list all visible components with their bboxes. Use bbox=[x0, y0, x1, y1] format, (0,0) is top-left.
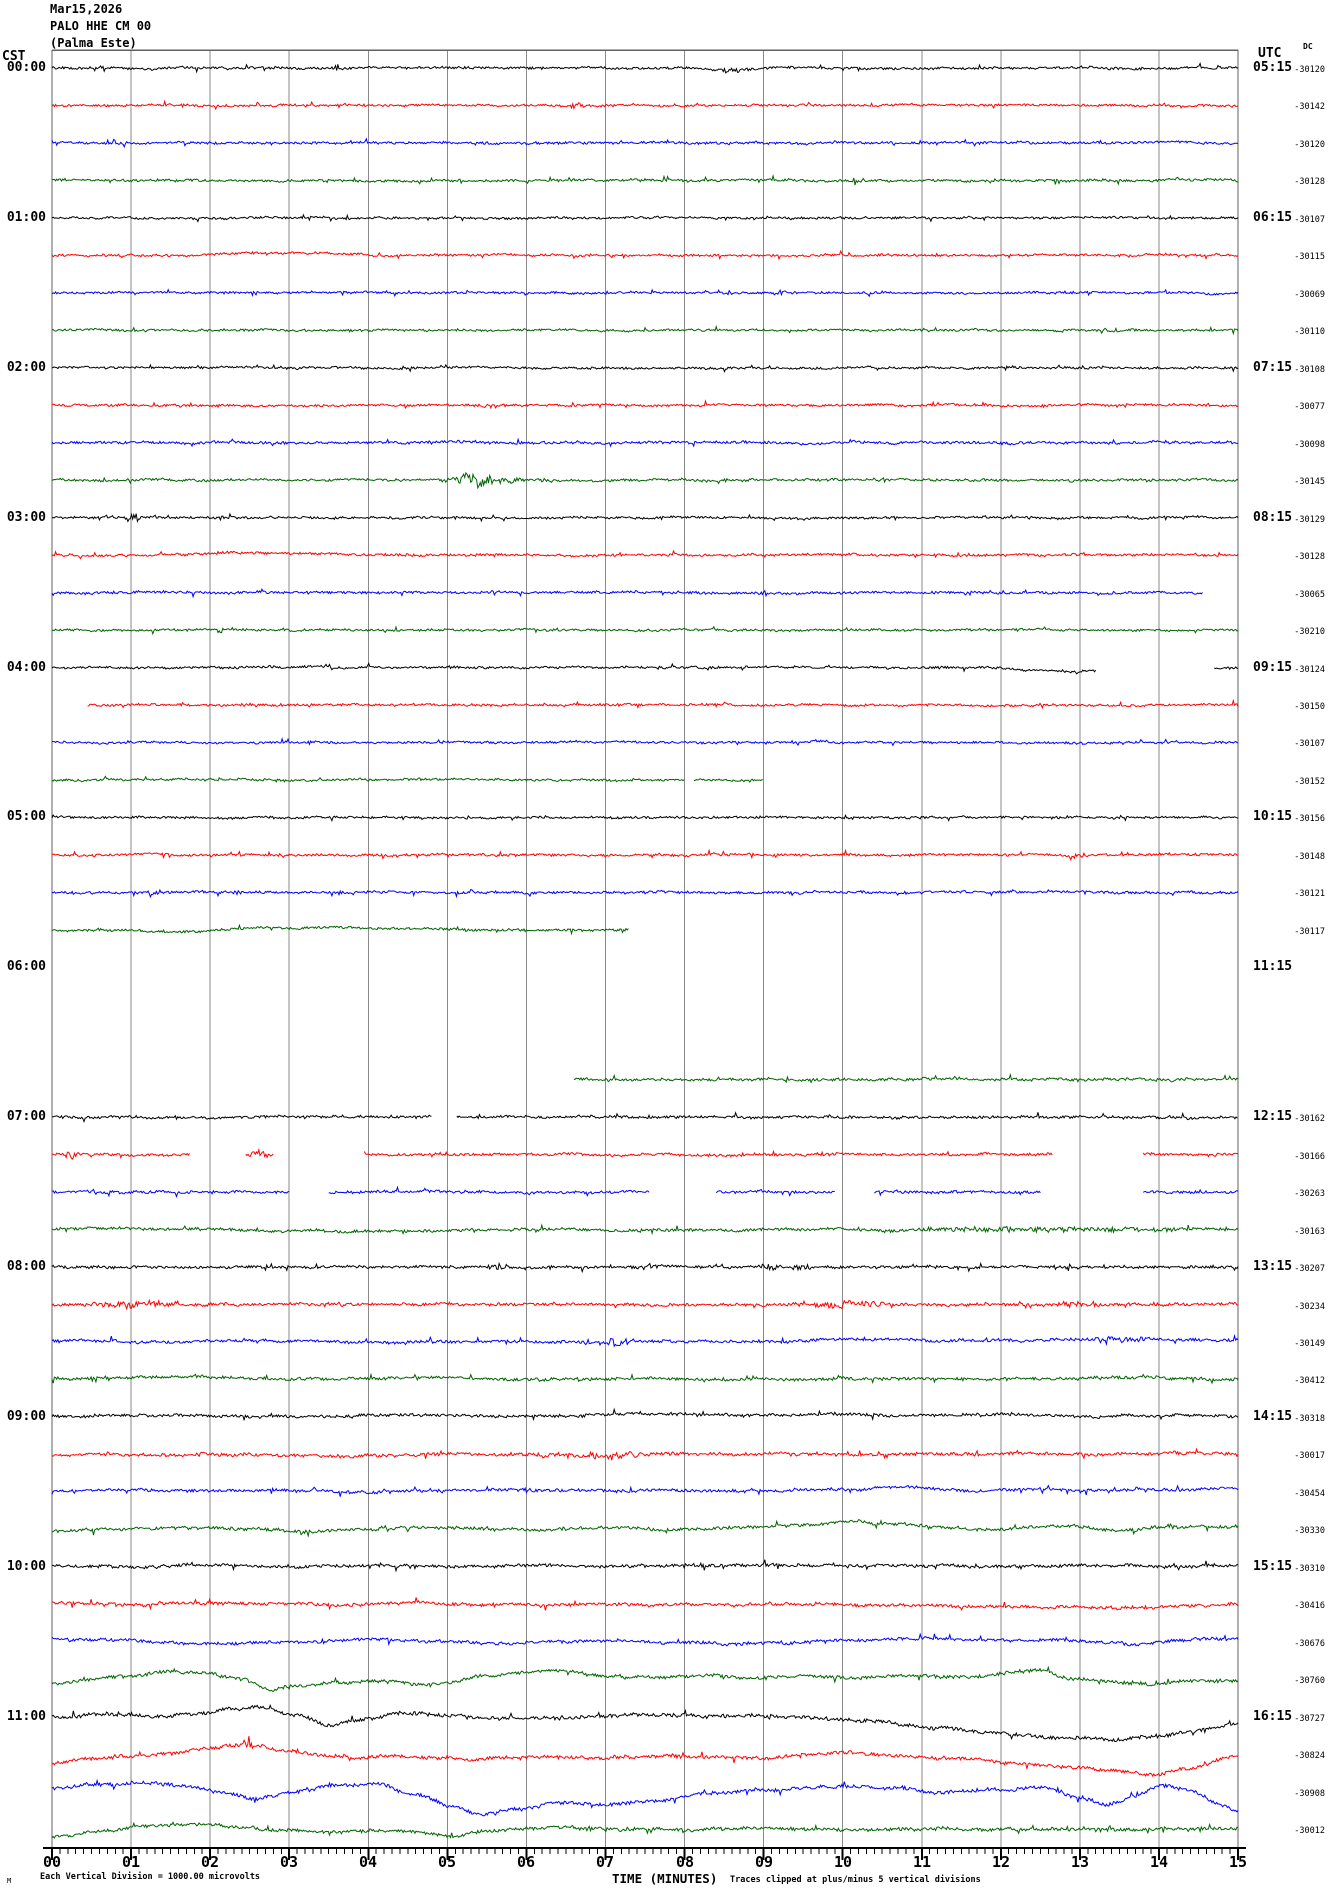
minute-tick-label: 10 bbox=[833, 1853, 853, 1871]
minute-tick-label: 02 bbox=[200, 1853, 220, 1871]
utc-hour-label: 09:15 bbox=[1253, 660, 1293, 675]
footer-marker: M bbox=[7, 1877, 12, 1885]
cst-hour-label: 02:00 bbox=[6, 360, 46, 375]
dc-offset-value: -30162 bbox=[1294, 1114, 1325, 1124]
cst-hour-label: 03:00 bbox=[6, 510, 46, 525]
minute-tick-label: 01 bbox=[121, 1853, 141, 1871]
dc-offset-value: -30676 bbox=[1294, 1639, 1325, 1649]
title-station: PALO HHE CM 00 bbox=[50, 19, 152, 33]
cst-hour-label: 08:00 bbox=[6, 1259, 46, 1274]
title-date: Mar15,2026 bbox=[50, 2, 123, 16]
dc-offset-value: -30120 bbox=[1294, 140, 1325, 150]
utc-hour-label: 10:15 bbox=[1253, 809, 1293, 824]
utc-hour-label: 12:15 bbox=[1253, 1109, 1293, 1124]
minute-tick-label: 05 bbox=[437, 1853, 457, 1871]
utc-hour-label: 05:15 bbox=[1253, 60, 1293, 75]
dc-offset-value: -30166 bbox=[1294, 1152, 1325, 1162]
utc-hour-label: 15:15 bbox=[1253, 1559, 1293, 1574]
cst-hour-label: 04:00 bbox=[6, 660, 46, 675]
cst-hour-label: 05:00 bbox=[6, 809, 46, 824]
minute-tick-label: 11 bbox=[912, 1853, 932, 1871]
dc-offset-value: -30107 bbox=[1294, 739, 1325, 749]
cst-hour-label: 01:00 bbox=[6, 210, 46, 225]
dc-column-header: DC bbox=[1303, 42, 1313, 51]
dc-offset-value: -30128 bbox=[1294, 177, 1325, 187]
dc-offset-value: -30163 bbox=[1294, 1227, 1325, 1237]
dc-offset-value: -30824 bbox=[1294, 1751, 1325, 1761]
dc-offset-value: -30098 bbox=[1294, 440, 1325, 450]
utc-timezone-header: UTC bbox=[1258, 46, 1282, 61]
cst-hour-label: 11:00 bbox=[6, 1709, 46, 1724]
dc-offset-value: -30148 bbox=[1294, 852, 1325, 862]
dc-offset-value: -30727 bbox=[1294, 1714, 1325, 1724]
dc-offset-value: -30263 bbox=[1294, 1189, 1325, 1199]
dc-offset-value: -30077 bbox=[1294, 402, 1325, 412]
utc-hour-label: 07:15 bbox=[1253, 360, 1293, 375]
utc-hour-label: 08:15 bbox=[1253, 510, 1293, 525]
cst-hour-label: 09:00 bbox=[6, 1409, 46, 1424]
dc-offset-value: -30412 bbox=[1294, 1376, 1325, 1386]
dc-offset-value: -30207 bbox=[1294, 1264, 1325, 1274]
utc-hour-label: 14:15 bbox=[1253, 1409, 1293, 1424]
minute-tick-label: 03 bbox=[279, 1853, 299, 1871]
utc-hour-label: 06:15 bbox=[1253, 210, 1293, 225]
minute-tick-label: 00 bbox=[42, 1853, 62, 1871]
dc-offset-value: -30416 bbox=[1294, 1601, 1325, 1611]
scale-note: Each Vertical Division = 1000.00 microvo… bbox=[40, 1872, 261, 1882]
dc-offset-value: -30760 bbox=[1294, 1676, 1325, 1686]
dc-offset-value: -30145 bbox=[1294, 477, 1325, 487]
dc-offset-value: -30120 bbox=[1294, 65, 1325, 75]
cst-hour-label: 10:00 bbox=[6, 1559, 46, 1574]
dc-offset-value: -30310 bbox=[1294, 1564, 1325, 1574]
minute-tick-label: 13 bbox=[1070, 1853, 1090, 1871]
dc-offset-value: -30234 bbox=[1294, 1302, 1325, 1312]
dc-offset-value: -30065 bbox=[1294, 590, 1325, 600]
dc-offset-value: -30124 bbox=[1294, 665, 1325, 675]
dc-offset-value: -30128 bbox=[1294, 552, 1325, 562]
utc-hour-label: 13:15 bbox=[1253, 1259, 1293, 1274]
cst-hour-label: 06:00 bbox=[6, 959, 46, 974]
dc-offset-value: -30129 bbox=[1294, 515, 1325, 525]
axis-title: TIME (MINUTES) bbox=[612, 1871, 718, 1886]
minute-tick-label: 08 bbox=[675, 1853, 695, 1871]
dc-offset-value: -30115 bbox=[1294, 252, 1325, 262]
dc-offset-value: -30150 bbox=[1294, 702, 1325, 712]
dc-offset-value: -30069 bbox=[1294, 290, 1325, 300]
minute-tick-label: 04 bbox=[358, 1853, 378, 1871]
dc-offset-value: -30152 bbox=[1294, 777, 1325, 787]
minute-tick-label: 12 bbox=[991, 1853, 1011, 1871]
utc-hour-label: 11:15 bbox=[1253, 959, 1293, 974]
dc-offset-value: -30117 bbox=[1294, 927, 1325, 937]
utc-hour-label: 16:15 bbox=[1253, 1709, 1293, 1724]
minute-tick-label: 06 bbox=[516, 1853, 536, 1871]
title-location: (Palma Este) bbox=[50, 36, 137, 50]
dc-offset-value: -30110 bbox=[1294, 327, 1325, 337]
dc-offset-value: -30156 bbox=[1294, 814, 1325, 824]
cst-hour-label: 00:00 bbox=[6, 60, 46, 75]
minute-tick-label: 15 bbox=[1228, 1853, 1248, 1871]
dc-offset-value: -30121 bbox=[1294, 889, 1325, 899]
minute-tick-label: 14 bbox=[1149, 1853, 1169, 1871]
dc-offset-value: -30908 bbox=[1294, 1789, 1325, 1799]
dc-offset-value: -30330 bbox=[1294, 1526, 1325, 1536]
clip-note: Traces clipped at plus/minus 5 vertical … bbox=[730, 1875, 981, 1885]
minute-tick-label: 07 bbox=[595, 1853, 615, 1871]
minute-tick-label: 09 bbox=[754, 1853, 774, 1871]
dc-offset-value: -30210 bbox=[1294, 627, 1325, 637]
dc-offset-value: -30108 bbox=[1294, 365, 1325, 375]
dc-offset-value: -30012 bbox=[1294, 1826, 1325, 1836]
dc-offset-value: -30017 bbox=[1294, 1451, 1325, 1461]
cst-hour-label: 07:00 bbox=[6, 1109, 46, 1124]
dc-offset-value: -30318 bbox=[1294, 1414, 1325, 1424]
dc-offset-value: -30454 bbox=[1294, 1489, 1325, 1499]
dc-offset-value: -30142 bbox=[1294, 102, 1325, 112]
dc-offset-value: -30149 bbox=[1294, 1339, 1325, 1349]
cst-timezone-header: CST bbox=[2, 49, 26, 64]
dc-offset-value: -30107 bbox=[1294, 215, 1325, 225]
